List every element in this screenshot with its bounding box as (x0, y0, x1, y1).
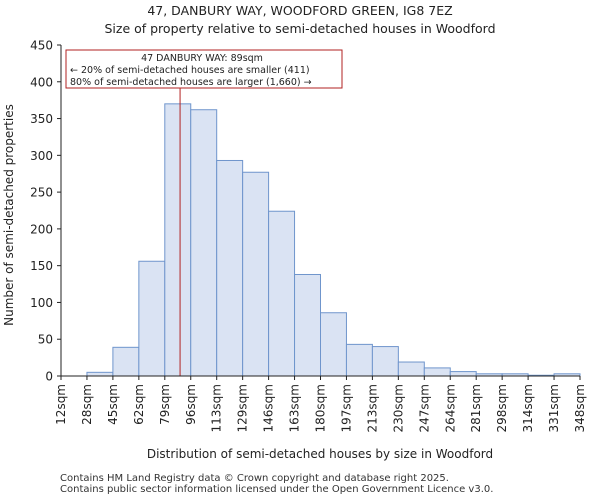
y-tick-label: 350 (30, 112, 53, 126)
x-tick-label: 146sqm (262, 384, 276, 432)
y-tick-label: 100 (30, 296, 53, 310)
histogram-bar (423, 367, 451, 377)
histogram-bar (138, 260, 166, 377)
x-tick-label: 314sqm (521, 384, 535, 432)
x-tick-label: 62sqm (132, 384, 146, 425)
x-tick-label: 180sqm (314, 384, 328, 432)
histogram-bar (294, 273, 321, 377)
histogram-bar (371, 346, 399, 377)
histogram-bar (320, 312, 347, 377)
annotation-line-1: 47 DANBURY WAY: 89sqm (141, 53, 263, 64)
y-tick-label: 400 (30, 75, 53, 89)
x-tick-label: 96sqm (184, 384, 198, 425)
footer-line-1: Contains HM Land Registry data © Crown c… (60, 473, 449, 484)
x-tick-label: 163sqm (288, 384, 302, 432)
x-tick-label: 12sqm (54, 384, 68, 425)
x-tick-label: 264sqm (443, 384, 457, 432)
histogram-bar (190, 109, 218, 377)
histogram-bar (112, 346, 140, 377)
x-tick-label: 247sqm (417, 384, 431, 432)
y-tick-label: 50 (38, 333, 53, 347)
x-tick-label: 79sqm (158, 384, 172, 425)
histogram-bar (242, 171, 270, 377)
y-tick-label: 0 (45, 370, 53, 384)
y-tick-label: 250 (30, 186, 53, 200)
y-tick-label: 300 (30, 149, 53, 163)
chart-subtitle: Size of property relative to semi-detach… (104, 21, 496, 36)
y-tick-label: 200 (30, 222, 53, 236)
x-tick-label: 129sqm (236, 384, 250, 432)
histogram-bar (86, 371, 114, 377)
x-tick-label: 197sqm (339, 384, 353, 432)
x-tick-label: 230sqm (391, 384, 405, 432)
x-tick-label: 28sqm (80, 384, 94, 425)
y-tick-label: 150 (30, 259, 53, 273)
histogram-bar (345, 343, 373, 377)
x-tick-label: 281sqm (469, 384, 483, 432)
histogram-bar (216, 159, 244, 377)
annotation-box: 47 DANBURY WAY: 89sqm ← 20% of semi-deta… (65, 49, 343, 89)
x-tick-label: 298sqm (495, 384, 509, 432)
x-tick-label: 213sqm (365, 384, 379, 432)
histogram-bar (449, 371, 477, 377)
x-tick-label: 45sqm (106, 384, 120, 425)
histogram-bar (397, 361, 425, 377)
x-tick-label: 113sqm (210, 384, 224, 432)
y-axis-label: Number of semi-detached properties (2, 104, 16, 326)
chart-title: 47, DANBURY WAY, WOODFORD GREEN, IG8 7EZ (147, 3, 453, 18)
x-tick-label: 348sqm (573, 384, 587, 432)
annotation-line-2: ← 20% of semi-detached houses are smalle… (70, 65, 310, 76)
annotation-line-3: 80% of semi-detached houses are larger (… (70, 77, 312, 88)
x-tick-label: 331sqm (547, 384, 561, 432)
footer-line-2: Contains public sector information licen… (60, 484, 494, 495)
y-tick-label: 450 (30, 39, 53, 53)
histogram-bar (164, 103, 192, 377)
x-axis-label: Distribution of semi-detached houses by … (147, 447, 493, 461)
histogram-bar (268, 210, 296, 377)
histogram-chart: 0 50 100 150 200 250 300 350 400 450 12sqm 28sqm 45s… (2, 39, 587, 462)
